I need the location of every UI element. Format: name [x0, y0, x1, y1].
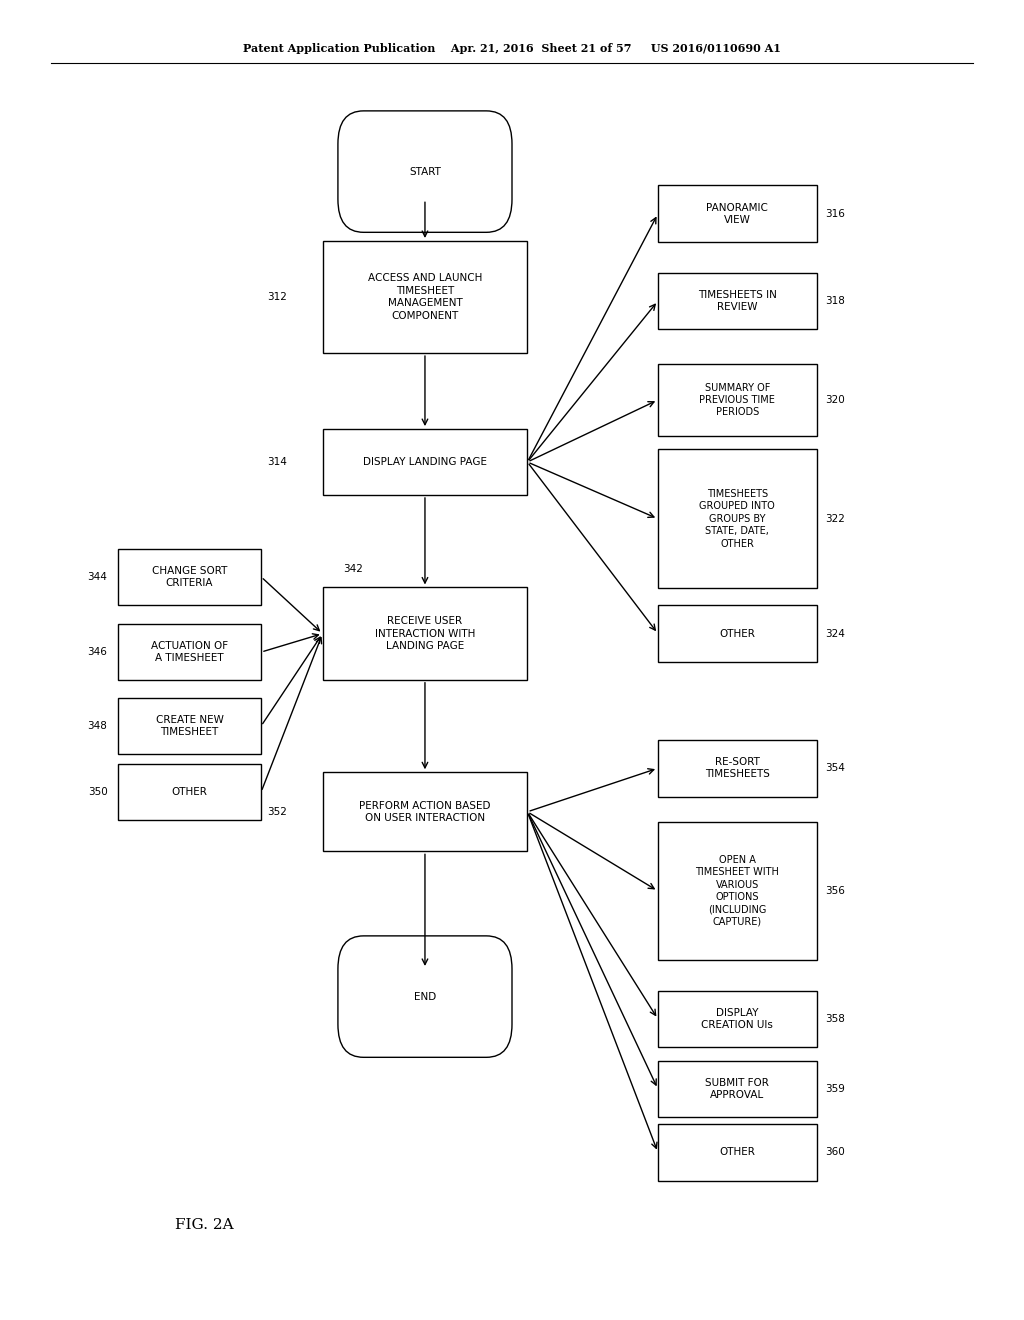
Bar: [323, 587, 527, 680]
Text: START: START: [409, 166, 441, 177]
Text: PERFORM ACTION BASED
ON USER INTERACTION: PERFORM ACTION BASED ON USER INTERACTION: [359, 801, 490, 822]
Bar: [657, 272, 817, 329]
Text: END: END: [414, 991, 436, 1002]
Text: Patent Application Publication    Apr. 21, 2016  Sheet 21 of 57     US 2016/0110: Patent Application Publication Apr. 21, …: [243, 44, 781, 54]
Text: 320: 320: [825, 395, 845, 405]
Bar: [118, 764, 261, 820]
Text: SUBMIT FOR
APPROVAL: SUBMIT FOR APPROVAL: [706, 1078, 769, 1100]
Text: 360: 360: [825, 1147, 845, 1158]
Bar: [657, 363, 817, 436]
Text: CHANGE SORT
CRITERIA: CHANGE SORT CRITERIA: [152, 566, 227, 587]
Text: 356: 356: [825, 886, 845, 896]
Bar: [118, 549, 261, 605]
Bar: [323, 772, 527, 851]
FancyBboxPatch shape: [338, 936, 512, 1057]
Text: PANORAMIC
VIEW: PANORAMIC VIEW: [707, 203, 768, 224]
Text: CREATE NEW
TIMESHEET: CREATE NEW TIMESHEET: [156, 715, 223, 737]
Text: DISPLAY LANDING PAGE: DISPLAY LANDING PAGE: [362, 457, 487, 467]
Text: RECEIVE USER
INTERACTION WITH
LANDING PAGE: RECEIVE USER INTERACTION WITH LANDING PA…: [375, 616, 475, 651]
Bar: [657, 186, 817, 243]
Text: RE-SORT
TIMESHEETS: RE-SORT TIMESHEETS: [705, 758, 770, 779]
Bar: [657, 1061, 817, 1117]
Text: 312: 312: [267, 292, 287, 302]
Bar: [657, 990, 817, 1048]
Text: TIMESHEETS
GROUPED INTO
GROUPS BY
STATE, DATE,
OTHER: TIMESHEETS GROUPED INTO GROUPS BY STATE,…: [699, 488, 775, 549]
Text: 316: 316: [825, 209, 845, 219]
Bar: [657, 605, 817, 663]
Text: 324: 324: [825, 628, 845, 639]
Text: 346: 346: [88, 647, 108, 657]
Text: OTHER: OTHER: [719, 628, 756, 639]
FancyBboxPatch shape: [338, 111, 512, 232]
Bar: [657, 1123, 817, 1180]
Text: 359: 359: [825, 1084, 845, 1094]
Bar: [118, 624, 261, 680]
Bar: [323, 429, 527, 495]
Text: OPEN A
TIMESHEET WITH
VARIOUS
OPTIONS
(INCLUDING
CAPTURE): OPEN A TIMESHEET WITH VARIOUS OPTIONS (I…: [695, 855, 779, 927]
Bar: [657, 821, 817, 961]
Bar: [657, 449, 817, 589]
Bar: [323, 240, 527, 352]
Text: OTHER: OTHER: [171, 787, 208, 797]
Text: 344: 344: [88, 572, 108, 582]
Text: FIG. 2A: FIG. 2A: [175, 1218, 234, 1232]
Text: OTHER: OTHER: [719, 1147, 756, 1158]
Text: 348: 348: [88, 721, 108, 731]
Text: 342: 342: [343, 564, 362, 574]
Text: SUMMARY OF
PREVIOUS TIME
PERIODS: SUMMARY OF PREVIOUS TIME PERIODS: [699, 383, 775, 417]
Text: TIMESHEETS IN
REVIEW: TIMESHEETS IN REVIEW: [697, 290, 777, 312]
Text: 318: 318: [825, 296, 845, 306]
Bar: [118, 698, 261, 754]
Bar: [657, 739, 817, 796]
Text: 354: 354: [825, 763, 845, 774]
Text: ACTUATION OF
A TIMESHEET: ACTUATION OF A TIMESHEET: [151, 642, 228, 663]
Text: DISPLAY
CREATION UIs: DISPLAY CREATION UIs: [701, 1008, 773, 1030]
Text: 358: 358: [825, 1014, 845, 1024]
Text: 352: 352: [267, 807, 287, 817]
Text: 350: 350: [88, 787, 108, 797]
Text: 322: 322: [825, 513, 845, 524]
Text: 314: 314: [267, 457, 287, 467]
Text: ACCESS AND LAUNCH
TIMESHEET
MANAGEMENT
COMPONENT: ACCESS AND LAUNCH TIMESHEET MANAGEMENT C…: [368, 273, 482, 321]
